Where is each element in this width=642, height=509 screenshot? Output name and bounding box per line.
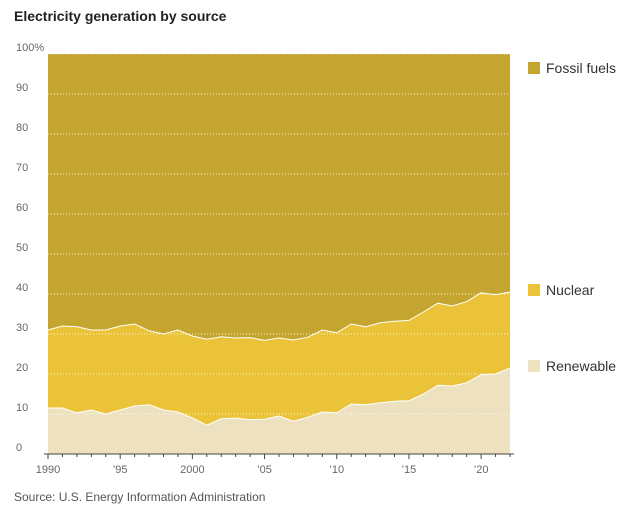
y-tick-label: 30 — [16, 322, 28, 334]
x-tick-label: ’15 — [402, 464, 417, 476]
legend-swatch-fossil-fuels — [528, 62, 540, 74]
x-tick-label: 2000 — [180, 464, 204, 476]
y-tick-label: 80 — [16, 122, 28, 134]
x-tick-label: ’20 — [474, 464, 489, 476]
y-tick-label: 0 — [16, 442, 22, 454]
legend-label-fossil-fuels: Fossil fuels — [546, 60, 616, 76]
y-tick-label: 20 — [16, 362, 28, 374]
legend: Renewable Nuclear Fossil fuels — [528, 60, 616, 374]
area-layer — [47, 54, 511, 454]
y-tick-label: 90 — [16, 82, 28, 94]
legend-label-nuclear: Nuclear — [546, 282, 595, 298]
y-tick-label: 40 — [16, 282, 28, 294]
y-tick-label: 100% — [16, 42, 44, 54]
y-tick-label: 50 — [16, 242, 28, 254]
x-tick-label: ’05 — [257, 464, 272, 476]
gridlines — [44, 53, 514, 455]
y-tick-label: 70 — [16, 162, 28, 174]
area-nuclear — [48, 292, 510, 426]
y-axis-ticks: 0 10 20 30 40 50 60 70 80 90 100% — [16, 42, 44, 454]
area-renewable — [48, 368, 510, 454]
x-tick-label: ’10 — [329, 464, 344, 476]
x-tick-label: ’95 — [113, 464, 128, 476]
x-axis-ticks: 1990 ’95 2000 ’05 ’10 ’15 ’20 — [36, 454, 511, 476]
legend-swatch-nuclear — [528, 284, 540, 296]
series-boundary-line — [48, 367, 511, 426]
source-note: Source: U.S. Energy Information Administ… — [14, 490, 266, 504]
area-fossil-fuels — [48, 54, 510, 341]
y-tick-label: 10 — [16, 402, 28, 414]
y-tick-label: 60 — [16, 202, 28, 214]
legend-swatch-renewable — [528, 360, 540, 372]
series-boundary-line — [47, 291, 511, 341]
chart-title: Electricity generation by source — [14, 8, 227, 24]
legend-label-renewable: Renewable — [546, 358, 616, 374]
x-tick-label: 1990 — [36, 464, 60, 476]
